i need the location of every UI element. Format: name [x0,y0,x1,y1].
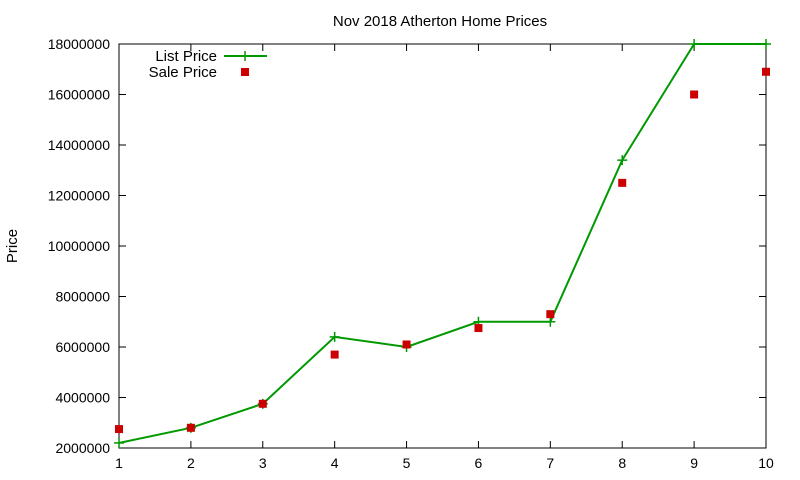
y-axis-label: Price [4,229,21,263]
legend-label-list-price: List Price [155,48,217,65]
sale-price-point [618,178,627,187]
sale-price-point [762,67,770,76]
sale-price-point [546,310,555,319]
y-tick-label: 18000000 [48,36,111,52]
x-tick-label: 5 [403,455,411,471]
x-tick-label: 1 [115,455,123,471]
list-price-series-line [118,43,766,444]
list-price-point [329,331,340,342]
list-price-point [761,39,771,49]
sale-price-point [186,423,195,432]
x-tick-label: 9 [690,455,698,471]
list-price-point [114,437,124,448]
y-tick-label: 12000000 [48,188,111,204]
x-tick-label: 4 [331,455,339,471]
sale-price-point [330,350,339,359]
series-layer [114,39,771,448]
sale-price-point [258,399,267,408]
list-price-point [545,316,556,327]
plot-axes: 1 2 3 4 5 6 7 8 9 10 2000000 4000000 6000000 8000000 1… [48,36,774,471]
plot-border [118,43,767,449]
y-tick-label: 4000000 [55,390,110,406]
x-tick-label: 8 [618,455,626,471]
sale-price-point [474,324,483,333]
legend-swatch-marker-sale-price [241,68,249,76]
x-tick-label: 7 [546,455,554,471]
y-tick-label: 10000000 [48,238,111,254]
list-price-point [689,39,700,49]
x-tick-label: 10 [758,455,774,471]
y-tick-label: 8000000 [55,289,110,305]
chart-title: Nov 2018 Atherton Home Prices [333,13,547,30]
y-tick-label: 16000000 [48,87,111,103]
y-tick-label: 2000000 [55,440,110,456]
sale-price-point [402,340,411,349]
legend-label-sale-price: Sale Price [149,64,217,81]
sale-price-point [115,425,123,434]
legend-swatch-marker-list-price [240,51,250,61]
list-price-point [617,155,628,166]
x-tick-label: 2 [187,455,195,471]
x-tick-label: 3 [259,455,267,471]
sale-price-point [690,90,699,99]
y-tick-label: 6000000 [55,339,110,355]
y-tick-label: 14000000 [48,137,111,153]
x-tick-label: 6 [475,455,483,471]
